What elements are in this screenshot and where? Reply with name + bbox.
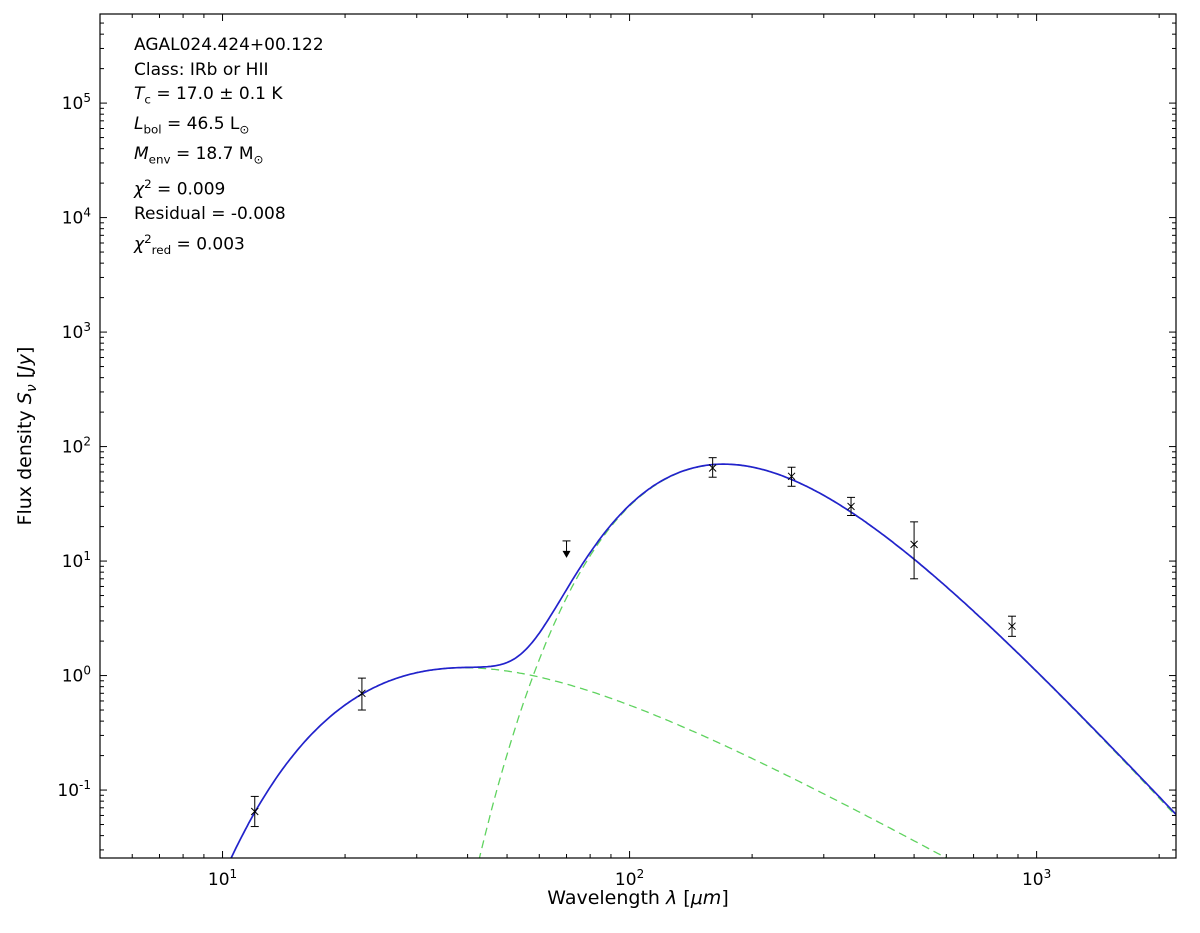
- data-point-marker: [358, 689, 366, 698]
- y-tick-label: 101: [62, 549, 91, 572]
- annotation-text: = 18.7 M: [170, 144, 254, 165]
- annotation-text: T: [134, 84, 145, 105]
- annotation-text: c: [144, 92, 151, 107]
- data-point-marker: [1008, 622, 1016, 631]
- y-tick-label: 102: [62, 435, 91, 458]
- data-point-marker: [847, 502, 855, 511]
- annotation-text: = 46.5 L: [161, 114, 240, 135]
- annotation-text: AGAL024.424+00.122: [134, 35, 324, 55]
- upper-limit-arrow: [562, 550, 571, 558]
- annotation-text: ⊙: [253, 152, 264, 167]
- annotation-line: Residual = -0.008: [134, 202, 324, 227]
- annotation-line: Class: IRb or HII: [134, 58, 324, 83]
- total-model-curve: [230, 463, 1176, 858]
- annotation-text: bol: [143, 122, 162, 137]
- annotation-line: AGAL024.424+00.122: [134, 33, 324, 58]
- annotation-line: χ2 = 0.009: [134, 172, 324, 202]
- annotation-text: red: [151, 243, 172, 258]
- annotation-text: M: [134, 144, 149, 165]
- annotation-text: = 0.009: [151, 179, 226, 200]
- annotation-text: = 17.0 ± 0.1 K: [150, 84, 283, 105]
- fit-parameters-annotation: AGAL024.424+00.122 Class: IRb or HII Tc = …: [134, 33, 324, 263]
- y-tick-label: 103: [62, 320, 91, 343]
- annotation-line: Lbol = 46.5 L⊙: [134, 112, 324, 142]
- data-point-marker: [250, 807, 259, 816]
- annotation-text: χ: [134, 234, 145, 255]
- annotation-line: Tc = 17.0 ± 0.1 K: [134, 82, 324, 112]
- annotation-text: = 0.003: [171, 234, 245, 255]
- annotation-text: 2: [144, 231, 152, 246]
- y-tick-label: 100: [62, 664, 91, 687]
- annotation-text: ⊙: [239, 122, 250, 137]
- y-axis-label: Flux density Sν [Jy]: [14, 347, 40, 526]
- data-point-marker: [708, 464, 717, 472]
- plot-frame: [99, 13, 1177, 859]
- y-tick-label: 10-1: [57, 778, 91, 801]
- data-points: [250, 457, 1017, 828]
- model-curves: [230, 463, 1176, 858]
- cold-component-curve: [478, 463, 1176, 858]
- x-tick-label: 101: [208, 867, 237, 890]
- annotation-text: env: [148, 152, 171, 167]
- annotation-text: L: [134, 114, 144, 135]
- annotation-text: χ: [134, 179, 145, 200]
- data-point-marker: [910, 540, 918, 549]
- annotation-line: χ2red = 0.003: [134, 227, 324, 263]
- data-point-marker: [787, 472, 796, 481]
- annotation-text: 2: [144, 177, 152, 192]
- tick-labels: 101 102 103 10-1 100 101 102 103 104 105: [57, 91, 1051, 890]
- x-tick-label: 102: [615, 867, 644, 890]
- annotation-line: Menv = 18.7 M⊙: [134, 142, 324, 172]
- axis-ticks: [99, 13, 1176, 858]
- annotation-text: Residual = -0.008: [134, 204, 286, 225]
- annotation-text: Class: IRb or HII: [134, 59, 269, 80]
- x-tick-label: 103: [1022, 867, 1051, 890]
- y-tick-label: 104: [62, 206, 91, 229]
- y-tick-label: 105: [62, 91, 91, 114]
- x-axis-label: Wavelength λ [μm]: [547, 887, 728, 909]
